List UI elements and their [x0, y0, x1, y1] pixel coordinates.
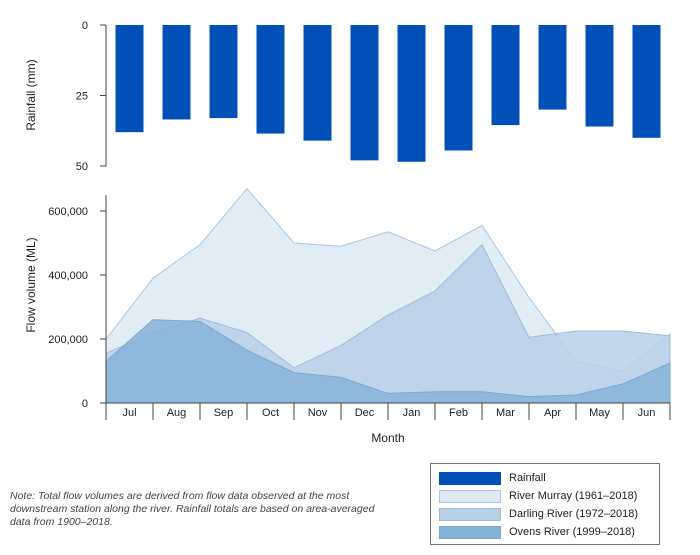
x-tick-label-sep: Sep	[214, 407, 234, 419]
rainfall-axis-title: Rainfall (mm)	[24, 59, 38, 130]
legend-label: River Murray (1961–2018)	[509, 490, 638, 502]
rainfall-tick-label: 25	[76, 91, 88, 103]
legend-label: Ovens River (1999–2018)	[509, 526, 635, 538]
rainfall-bar-oct	[256, 25, 285, 134]
x-tick-label-nov: Nov	[308, 407, 328, 419]
legend-swatch-rainfall	[439, 471, 501, 485]
rainfall-bar-jun	[632, 25, 661, 138]
flow-tick-label: 0	[82, 398, 88, 410]
legend-label: Rainfall	[509, 472, 546, 484]
legend-swatch-river-murray	[439, 489, 501, 503]
rainfall-bar-nov	[303, 25, 332, 141]
legend-item-darling-river: Darling River (1972–2018)	[439, 505, 651, 523]
rainfall-axis: 0 25 50	[76, 20, 107, 173]
chart-note: Note: Total flow volumes are derived fro…	[10, 490, 375, 528]
flow-areas	[105, 187, 671, 404]
x-tick-label-dec: Dec	[355, 407, 375, 419]
x-tick-label-apr: Apr	[544, 407, 561, 419]
x-tick-label-may: May	[589, 407, 610, 419]
rainfall-bar-jan	[397, 25, 426, 162]
flow-tick-label: 600,000	[48, 206, 88, 218]
legend-swatch-darling-river	[439, 507, 501, 521]
rainfall-tick-label: 0	[82, 20, 88, 32]
x-axis: Jul Aug Sep Oct Nov Dec Jan Feb Mar Apr May Jun	[105, 402, 671, 420]
rainfall-bar-jul	[115, 25, 144, 133]
flow-area-ovens	[105, 319, 671, 404]
rainfall-bars	[115, 25, 661, 162]
legend-item-river-murray: River Murray (1961–2018)	[439, 487, 651, 505]
rainfall-bar-apr	[538, 25, 567, 110]
legend-item-ovens-river: Ovens River (1999–2018)	[439, 523, 651, 541]
rainfall-bar-feb	[444, 25, 473, 151]
x-tick-label-jul: Jul	[122, 407, 136, 419]
x-tick-label-mar: Mar	[496, 407, 515, 419]
legend-item-rainfall: Rainfall	[439, 469, 651, 487]
chart: 0 25 50 0 200,000 400,000 600,000 Jul Aug Sep Oc…	[24, 20, 671, 445]
x-tick-label-oct: Oct	[262, 407, 279, 419]
flow-axis-title: Flow volume (ML)	[24, 237, 38, 332]
legend: Rainfall River Murray (1961–2018) Darlin…	[430, 463, 660, 545]
rainfall-bar-may	[585, 25, 614, 127]
flow-tick-label: 200,000	[48, 334, 88, 346]
flow-tick-label: 400,000	[48, 270, 88, 282]
rainfall-bar-mar	[491, 25, 520, 126]
rainfall-bar-sep	[209, 25, 238, 119]
legend-swatch-ovens-river	[439, 525, 501, 539]
rainfall-bar-dec	[350, 25, 379, 161]
legend-label: Darling River (1972–2018)	[509, 508, 639, 520]
rainfall-tick-label: 50	[76, 161, 88, 173]
x-tick-label-jan: Jan	[403, 407, 421, 419]
x-tick-label-jun: Jun	[638, 407, 656, 419]
x-tick-label-feb: Feb	[449, 407, 468, 419]
rainfall-bar-aug	[162, 25, 191, 120]
flow-axis: 0 200,000 400,000 600,000	[48, 195, 107, 410]
x-tick-label-aug: Aug	[167, 407, 187, 419]
x-axis-title: Month	[371, 431, 404, 445]
